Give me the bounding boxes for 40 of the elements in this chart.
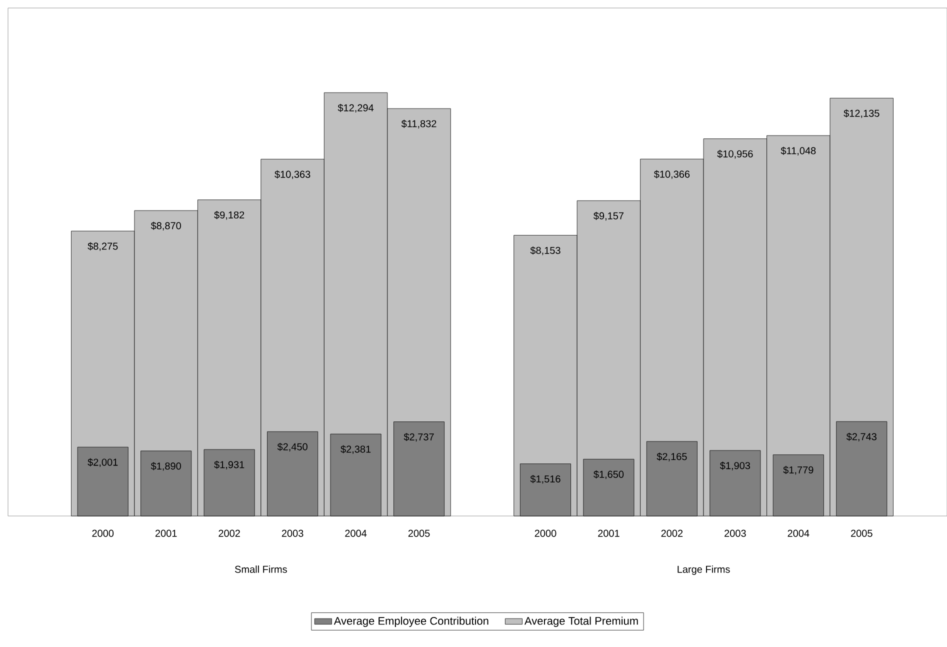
data-label: $9,157 <box>594 212 624 221</box>
x-tick-label: 2005 <box>408 530 430 537</box>
data-label: $2,001 <box>88 458 118 467</box>
data-label: $2,743 <box>846 432 876 442</box>
x-tick-label: 2004 <box>788 530 810 537</box>
x-tick-label: 2004 <box>345 530 367 537</box>
x-tick-label: 2002 <box>661 530 683 537</box>
data-label: $1,903 <box>720 462 750 470</box>
data-label: $2,450 <box>277 442 308 452</box>
data-label: $10,366 <box>654 170 690 179</box>
text: Large Firms <box>678 566 730 575</box>
data-label: $1,931 <box>214 460 244 470</box>
data-label: $10,363 <box>274 170 310 180</box>
x-tick-label: 2002 <box>218 530 240 537</box>
data-label: $8,153 <box>530 246 560 256</box>
data-label: $2,737 <box>404 432 434 442</box>
x-tick-label: 2003 <box>724 530 746 537</box>
data-label: $11,048 <box>780 146 816 156</box>
x-tick-label: 2001 <box>155 530 177 537</box>
data-label: $11,832 <box>401 120 436 128</box>
data-label: $10,956 <box>717 150 753 159</box>
data-label: $12,135 <box>844 109 880 118</box>
x-tick-label: 2003 <box>282 530 304 537</box>
x-tick-label: 2000 <box>534 530 556 537</box>
data-label: $1,516 <box>530 474 560 484</box>
data-label: $2,165 <box>656 452 687 462</box>
legend-label: Average Total Premium <box>524 616 638 627</box>
x-tick-label: 2001 <box>598 530 620 537</box>
data-label: $9,182 <box>214 211 244 220</box>
x-tick-label: 2005 <box>851 530 872 537</box>
data-label: $8,275 <box>88 242 118 251</box>
data-label: $1,650 <box>594 470 624 480</box>
data-label: $1,890 <box>150 462 181 471</box>
legend-label: Average Employee Contribution <box>334 616 488 627</box>
text: Small Firms <box>235 566 287 573</box>
data-label: $8,870 <box>150 222 181 230</box>
data-label: $2,381 <box>340 445 371 454</box>
data-label: $1,779 <box>783 466 814 475</box>
x-tick-label: 2000 <box>92 530 114 537</box>
data-label: $12,294 <box>338 104 374 113</box>
